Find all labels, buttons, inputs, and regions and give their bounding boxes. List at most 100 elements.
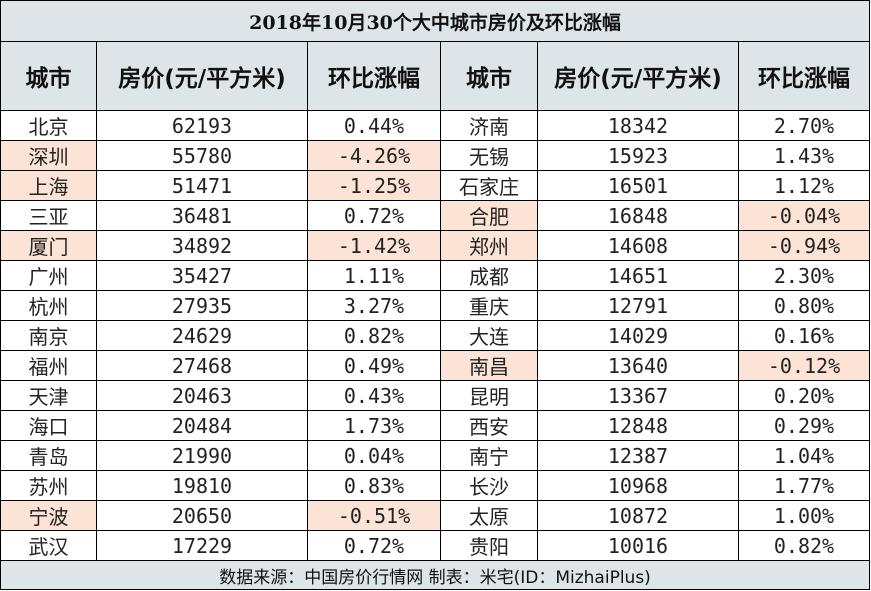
left-city-cell: 厦门: [0, 230, 97, 261]
right-change-cell: -0.94%: [737, 230, 871, 261]
right-city-cell: 大连: [440, 320, 538, 351]
left-price-cell: 27468: [96, 350, 308, 381]
header-price-right: 房价(元/平方米): [537, 41, 739, 111]
table-body: 北京 62193 0.44% 济南 18342 2.70% 深圳 55780 -4.26% 无锡 1…: [0, 110, 871, 561]
right-price-cell: 12387: [537, 440, 739, 471]
left-city-cell: 三亚: [0, 200, 97, 231]
right-change-cell: 1.43%: [737, 140, 871, 171]
left-change-cell: 1.11%: [307, 260, 441, 291]
right-city-cell: 成都: [440, 260, 538, 291]
left-price-cell: 20484: [96, 410, 308, 441]
left-change-cell: 1.73%: [307, 410, 441, 441]
left-change-cell: -4.26%: [307, 140, 441, 171]
right-price-cell: 18342: [537, 110, 739, 141]
right-price-cell: 12791: [537, 290, 739, 321]
right-city-cell: 合肥: [440, 200, 538, 231]
right-change-cell: 1.04%: [737, 440, 871, 471]
table-row: 深圳 55780 -4.26% 无锡 15923 1.43%: [0, 140, 871, 171]
left-city-cell: 杭州: [0, 290, 97, 321]
left-city-cell: 青岛: [0, 440, 97, 471]
header-change-right: 环比涨幅: [737, 41, 871, 111]
table-row: 上海 51471 -1.25% 石家庄 16501 1.12%: [0, 170, 871, 201]
right-city-cell: 无锡: [440, 140, 538, 171]
left-city-cell: 南京: [0, 320, 97, 351]
header-city-left: 城市: [0, 41, 97, 111]
left-city-cell: 深圳: [0, 140, 97, 171]
table-title: 2018年10月30个大中城市房价及环比涨幅: [0, 0, 871, 42]
right-price-cell: 14651: [537, 260, 739, 291]
right-price-cell: 13367: [537, 380, 739, 411]
right-city-cell: 长沙: [440, 470, 538, 501]
left-city-cell: 海口: [0, 410, 97, 441]
left-change-cell: 0.43%: [307, 380, 441, 411]
right-price-cell: 16501: [537, 170, 739, 201]
right-change-cell: 0.20%: [737, 380, 871, 411]
table-row: 杭州 27935 3.27% 重庆 12791 0.80%: [0, 290, 871, 321]
right-price-cell: 10968: [537, 470, 739, 501]
left-price-cell: 27935: [96, 290, 308, 321]
right-change-cell: 0.16%: [737, 320, 871, 351]
left-price-cell: 20463: [96, 380, 308, 411]
right-change-cell: 1.77%: [737, 470, 871, 501]
table-row: 三亚 36481 0.72% 合肥 16848 -0.04%: [0, 200, 871, 231]
left-city-cell: 北京: [0, 110, 97, 141]
right-city-cell: 昆明: [440, 380, 538, 411]
right-change-cell: 0.82%: [737, 530, 871, 561]
header-city-right: 城市: [440, 41, 538, 111]
source-note: 数据来源：中国房价行情网 制表：米宅(ID：MizhaiPlus): [0, 560, 871, 590]
left-price-cell: 21990: [96, 440, 308, 471]
left-change-cell: 0.72%: [307, 530, 441, 561]
left-change-cell: 3.27%: [307, 290, 441, 321]
left-price-cell: 36481: [96, 200, 308, 231]
left-city-cell: 广州: [0, 260, 97, 291]
header-row: 城市 房价(元/平方米) 环比涨幅 城市 房价(元/平方米) 环比涨幅: [0, 41, 871, 111]
right-city-cell: 南宁: [440, 440, 538, 471]
header-change-left: 环比涨幅: [307, 41, 441, 111]
right-price-cell: 16848: [537, 200, 739, 231]
table-row: 苏州 19810 0.83% 长沙 10968 1.77%: [0, 470, 871, 501]
left-price-cell: 62193: [96, 110, 308, 141]
right-change-cell: 0.29%: [737, 410, 871, 441]
table-row: 厦门 34892 -1.42% 郑州 14608 -0.94%: [0, 230, 871, 261]
right-city-cell: 西安: [440, 410, 538, 441]
table-row: 海口 20484 1.73% 西安 12848 0.29%: [0, 410, 871, 441]
left-change-cell: 0.72%: [307, 200, 441, 231]
left-change-cell: 0.49%: [307, 350, 441, 381]
right-city-cell: 太原: [440, 500, 538, 531]
right-city-cell: 郑州: [440, 230, 538, 261]
right-city-cell: 贵阳: [440, 530, 538, 561]
left-city-cell: 苏州: [0, 470, 97, 501]
footer-row: 数据来源：中国房价行情网 制表：米宅(ID：MizhaiPlus): [0, 560, 871, 590]
left-price-cell: 17229: [96, 530, 308, 561]
right-city-cell: 重庆: [440, 290, 538, 321]
right-price-cell: 14029: [537, 320, 739, 351]
title-row: 2018年10月30个大中城市房价及环比涨幅: [0, 0, 871, 42]
header-price-left: 房价(元/平方米): [96, 41, 308, 111]
table-row: 南京 24629 0.82% 大连 14029 0.16%: [0, 320, 871, 351]
table-row: 宁波 20650 -0.51% 太原 10872 1.00%: [0, 500, 871, 531]
right-change-cell: -0.04%: [737, 200, 871, 231]
right-price-cell: 14608: [537, 230, 739, 261]
left-price-cell: 24629: [96, 320, 308, 351]
right-change-cell: 2.30%: [737, 260, 871, 291]
right-city-cell: 南昌: [440, 350, 538, 381]
left-change-cell: 0.04%: [307, 440, 441, 471]
left-price-cell: 51471: [96, 170, 308, 201]
left-city-cell: 天津: [0, 380, 97, 411]
right-change-cell: 2.70%: [737, 110, 871, 141]
left-city-cell: 上海: [0, 170, 97, 201]
right-price-cell: 13640: [537, 350, 739, 381]
right-change-cell: 0.80%: [737, 290, 871, 321]
table-row: 天津 20463 0.43% 昆明 13367 0.20%: [0, 380, 871, 411]
table-row: 青岛 21990 0.04% 南宁 12387 1.04%: [0, 440, 871, 471]
left-change-cell: 0.82%: [307, 320, 441, 351]
left-price-cell: 19810: [96, 470, 308, 501]
left-change-cell: -1.42%: [307, 230, 441, 261]
table-row: 武汉 17229 0.72% 贵阳 10016 0.82%: [0, 530, 871, 561]
right-change-cell: 1.12%: [737, 170, 871, 201]
right-change-cell: 1.00%: [737, 500, 871, 531]
right-price-cell: 15923: [537, 140, 739, 171]
table-row: 北京 62193 0.44% 济南 18342 2.70%: [0, 110, 871, 141]
left-city-cell: 福州: [0, 350, 97, 381]
